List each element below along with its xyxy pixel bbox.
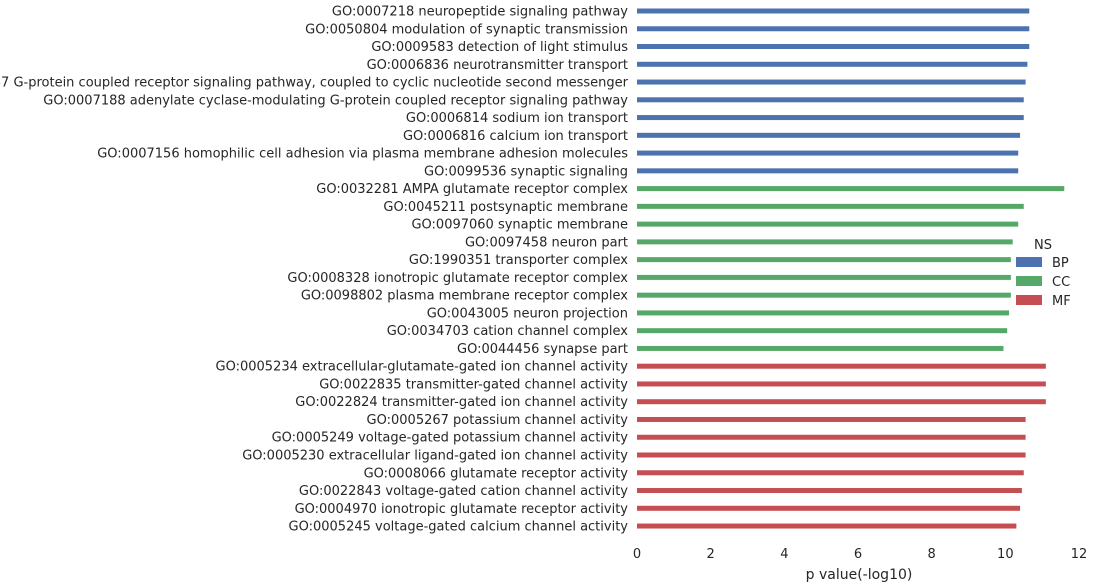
bar [637, 168, 1019, 174]
bar [637, 416, 1026, 422]
y-tick-label: GO:0098802 plasma membrane receptor comp… [301, 289, 628, 304]
x-tick-label: 12 [1071, 547, 1088, 562]
y-tick-label: GO:0097458 neuron part [465, 235, 628, 250]
bar [637, 452, 1026, 458]
bar [637, 310, 1010, 316]
x-tick-label: 2 [707, 547, 715, 562]
bar [637, 79, 1026, 85]
y-tick-label: GO:0009583 detection of light stimulus [371, 40, 628, 55]
legend-swatch-bp [1016, 257, 1042, 267]
y-tick-label: GO:0006836 neurotransmitter transport [367, 58, 628, 73]
bar [637, 345, 1004, 351]
y-tick-label: GO:0006814 sodium ion transport [406, 111, 628, 126]
y-tick-label: GO:0034703 cation channel complex [387, 324, 629, 339]
y-tick-label: GO:0004970 ionotropic glutamate receptor… [295, 502, 629, 517]
y-tick-label: GO:0005230 extracellular ligand-gated io… [242, 449, 628, 464]
bar [637, 26, 1030, 32]
bar [637, 257, 1011, 263]
x-axis-label: p value(-log10) [806, 567, 913, 583]
y-tick-label: GO:0022835 transmitter-gated channel act… [319, 377, 628, 392]
bar [637, 523, 1017, 529]
y-tick-label: GO:0099536 synaptic signaling [424, 164, 628, 179]
y-tick-label: GO:0005267 potassium channel activity [367, 413, 629, 428]
legend-label-bp: BP [1052, 256, 1069, 271]
bar [637, 470, 1024, 476]
x-tick-label: 6 [854, 547, 862, 562]
bar [637, 221, 1019, 227]
x-tick-label: 0 [633, 547, 641, 562]
bar [637, 203, 1024, 209]
bar [637, 61, 1028, 67]
bar [637, 363, 1046, 369]
bar [637, 132, 1021, 138]
bars-layer [637, 8, 1065, 529]
bar [637, 150, 1019, 156]
y-tick-labels: GO:0007218 neuropeptide signaling pathwa… [0, 5, 629, 535]
legend-label-cc: CC [1052, 275, 1070, 290]
bar [637, 115, 1024, 121]
y-tick-label: GO:0032281 AMPA glutamate receptor compl… [316, 182, 628, 197]
y-tick-label: GO:0007218 neuropeptide signaling pathwa… [332, 5, 628, 20]
legend-swatch-cc [1016, 276, 1042, 286]
y-tick-label: GO:0005245 voltage-gated calcium channel… [289, 520, 629, 535]
y-tick-label: GO:0005234 extracellular-glutamate-gated… [216, 360, 629, 375]
bar [637, 274, 1011, 280]
y-tick-label: GO:0043005 neuron projection [427, 306, 628, 321]
x-tick-label: 8 [928, 547, 936, 562]
bar [637, 44, 1030, 50]
bar [637, 488, 1022, 494]
bar [637, 8, 1030, 14]
y-tick-label: GO:0008066 glutamate receptor activity [364, 466, 629, 481]
y-tick-label: GO:0022824 transmitter-gated ion channel… [295, 395, 628, 410]
bar [637, 505, 1021, 511]
x-tick-labels: 0 2 4 6 8 10 12 [633, 547, 1087, 562]
y-tick-label: GO:0007187 G-protein coupled receptor si… [0, 76, 629, 91]
y-tick-label: GO:1990351 transporter complex [409, 253, 628, 268]
y-tick-label: GO:0008328 ionotropic glutamate receptor… [287, 271, 628, 286]
bar [637, 186, 1065, 192]
legend: NS BP CC MF [1016, 238, 1071, 309]
y-tick-label: GO:0044456 synapse part [457, 342, 628, 357]
x-tick-label: 10 [997, 547, 1014, 562]
y-tick-label: GO:0045211 postsynaptic membrane [383, 200, 628, 215]
y-tick-label: GO:0022843 voltage-gated cation channel … [299, 484, 628, 499]
bar [637, 328, 1008, 334]
y-tick-label: GO:0006816 calcium ion transport [403, 129, 628, 144]
y-tick-label: GO:0007156 homophilic cell adhesion via … [97, 147, 628, 162]
bar [637, 381, 1046, 387]
y-tick-label: GO:0097060 synaptic membrane [411, 218, 628, 233]
legend-swatch-mf [1016, 295, 1042, 305]
x-tick-label: 4 [780, 547, 788, 562]
bar [637, 97, 1024, 103]
legend-title: NS [1034, 238, 1052, 253]
bar [637, 292, 1011, 298]
y-tick-label: GO:0050804 modulation of synaptic transm… [305, 22, 628, 37]
bar [637, 399, 1046, 405]
bar [637, 434, 1026, 440]
y-tick-label: GO:0005249 voltage-gated potassium chann… [272, 431, 629, 446]
legend-label-mf: MF [1052, 294, 1071, 309]
bar [637, 239, 1013, 245]
y-tick-label: GO:0007188 adenylate cyclase-modulating … [43, 93, 628, 108]
